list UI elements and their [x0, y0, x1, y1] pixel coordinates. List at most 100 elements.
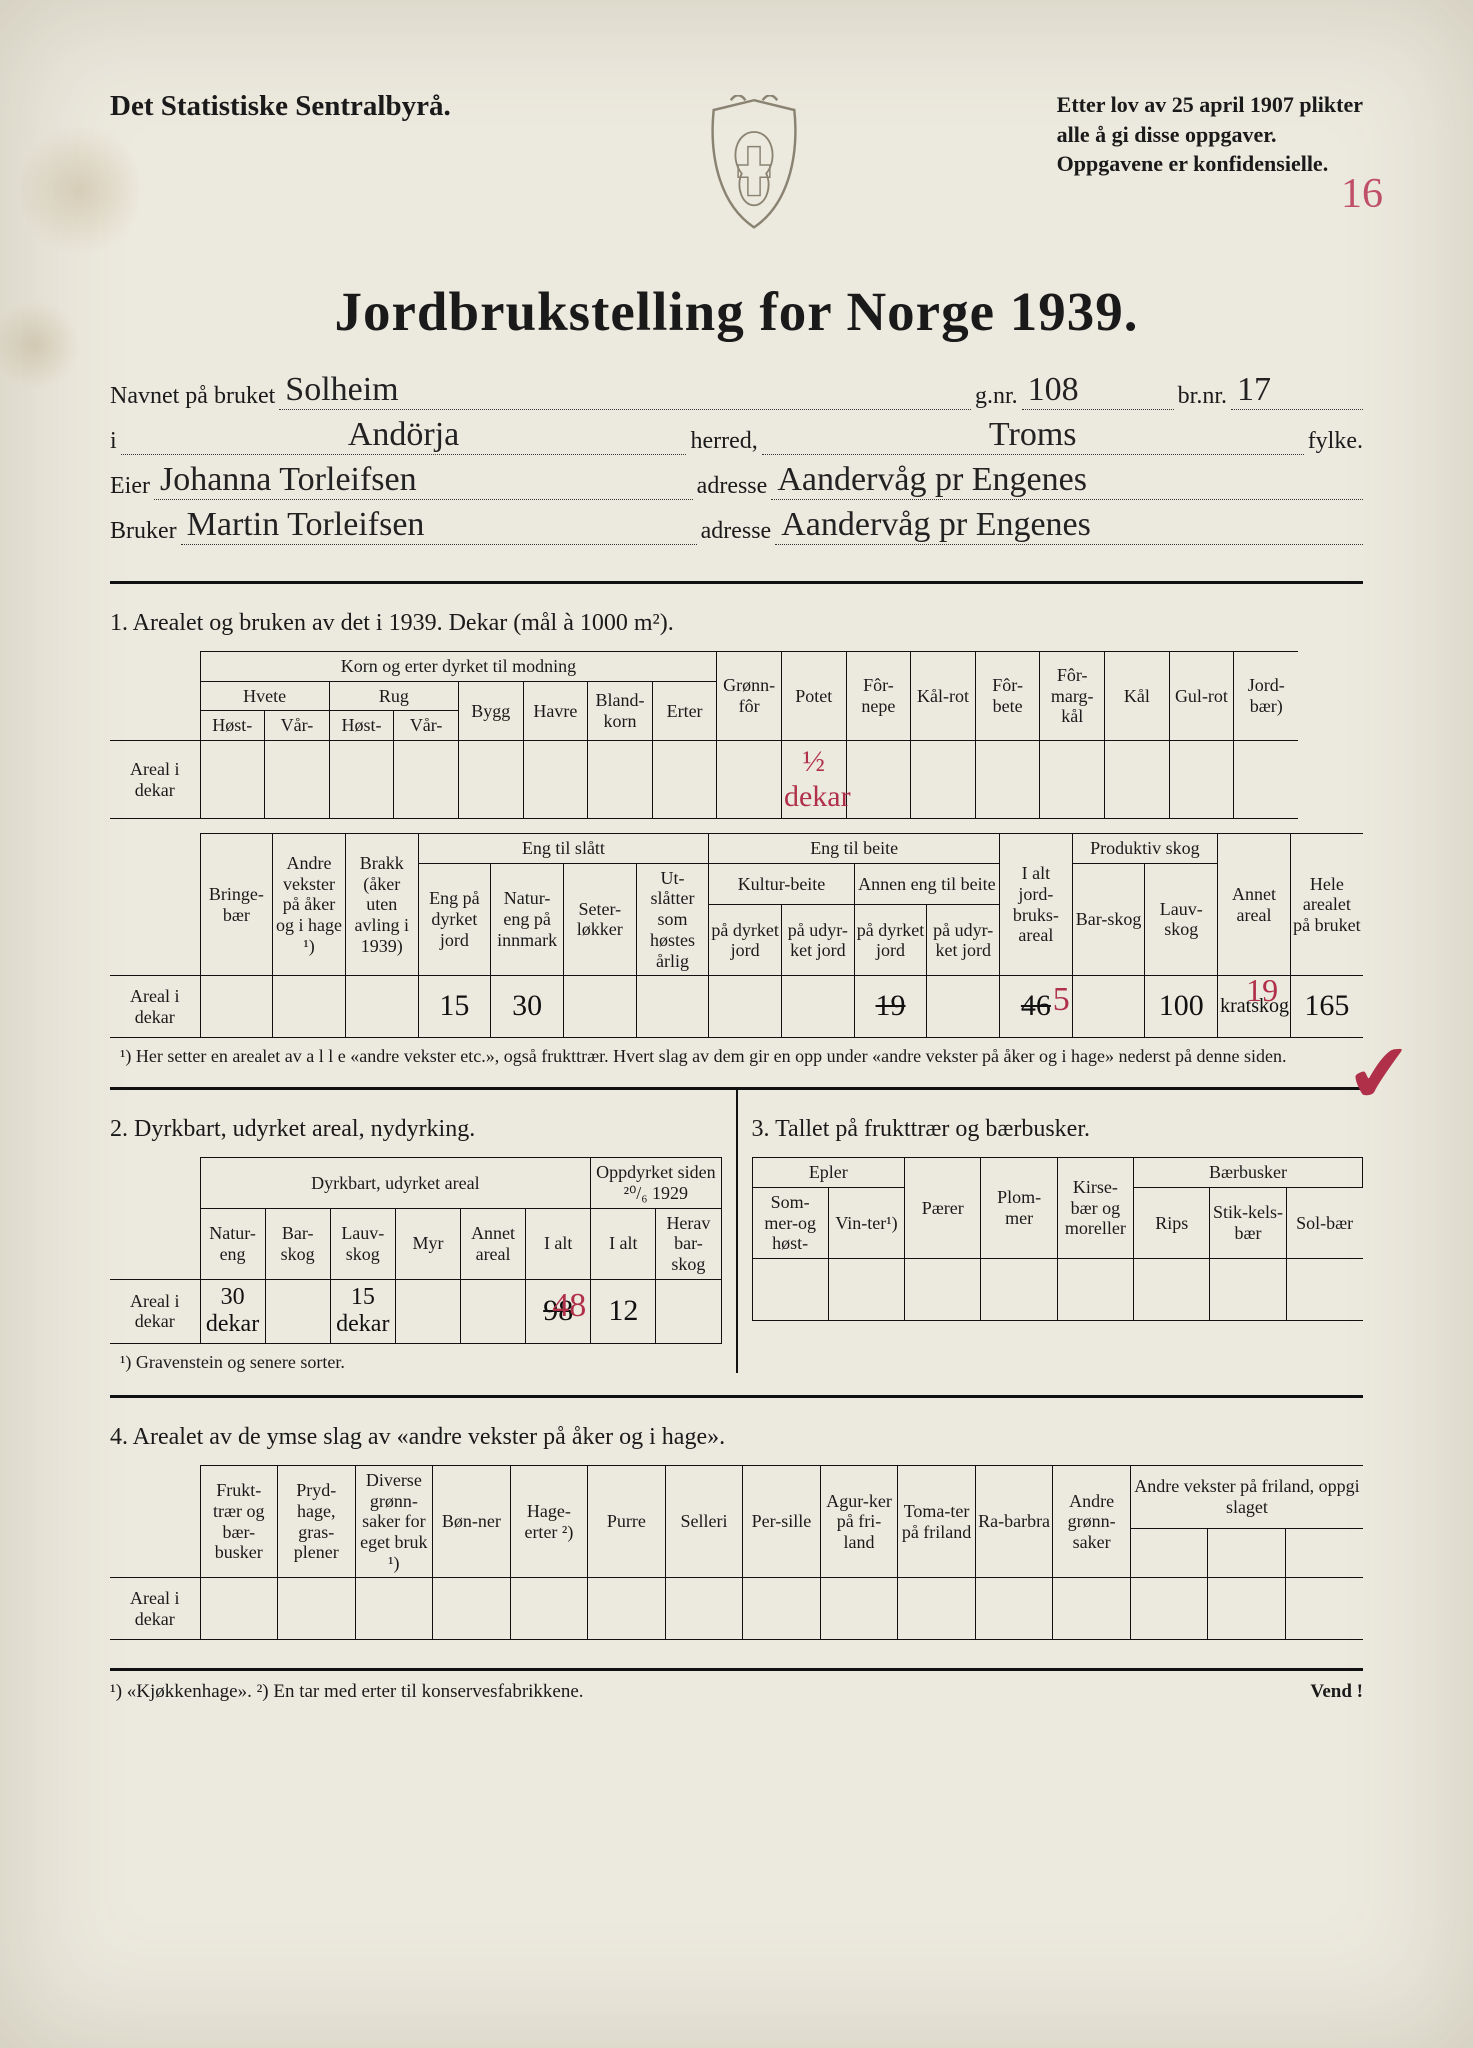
label-gnr: g.nr.	[975, 383, 1018, 410]
table-2: Dyrkbart, udyrket areal Oppdyrket siden …	[110, 1157, 722, 1344]
label-fylke: fylke.	[1308, 428, 1363, 455]
th: Grønn-fôr	[717, 652, 782, 741]
legal-notice: Etter lov av 25 april 1907 plikter alle …	[1057, 90, 1363, 179]
label-adresse: adresse	[697, 473, 768, 500]
document-title: Jordbrukstelling for Norge 1939.	[110, 280, 1363, 343]
th: Fôr-bete	[975, 652, 1040, 741]
table-1a-korn: Korn og erter dyrket til modning Grønn-f…	[110, 651, 1363, 819]
label-adresse: adresse	[701, 518, 772, 545]
value-brnr: 17	[1231, 373, 1363, 410]
th: Kål-rot	[911, 652, 976, 741]
th: Andre vekster på friland, oppgi slaget	[1130, 1465, 1363, 1528]
th: Epler	[752, 1158, 905, 1188]
th: Fôr-nepe	[846, 652, 911, 741]
law-line: Etter lov av 25 april 1907 plikter	[1057, 90, 1363, 120]
th: Herav bar-skog	[656, 1208, 721, 1279]
th: Hvete	[200, 681, 329, 711]
th: I alt jord-bruks-areal	[1000, 834, 1073, 976]
law-line: Oppgavene er konfidensielle.	[1057, 149, 1363, 179]
cell-ialt-new: 48	[552, 1286, 586, 1325]
th: Havre	[523, 681, 588, 740]
section-3-title: 3. Tallet på frukttrær og bærbusker.	[752, 1116, 1364, 1143]
value-navnet: Solheim	[279, 373, 971, 410]
section-1-footnote: ¹) Her setter en arealet av a l l e «and…	[120, 1046, 1363, 1067]
value-fylke: Troms	[762, 418, 1304, 455]
th: Frukt-trær og bær-busker	[200, 1465, 278, 1577]
th: Hage-erter ²)	[510, 1465, 588, 1577]
th: Høst-	[200, 711, 265, 741]
cell-ialt-old: 46	[1021, 989, 1051, 1022]
th: Kål	[1105, 652, 1170, 741]
law-line: alle å gi disse oppgaver.	[1057, 120, 1363, 150]
header: Det Statistiske Sentralbyrå. Etter lov a…	[110, 90, 1363, 240]
th: Annet areal	[461, 1208, 526, 1279]
th: Lauv-skog	[330, 1208, 395, 1279]
th: Lauv-skog	[1145, 863, 1218, 975]
th: Toma-ter på friland	[898, 1465, 976, 1577]
th: Rips	[1134, 1187, 1210, 1258]
th: Dyrkbart, udyrket areal	[200, 1158, 591, 1208]
th: Eng til slått	[418, 834, 709, 864]
table-4: Frukt-trær og bær-busker Pryd-hage, gras…	[110, 1465, 1363, 1640]
cell-hele: 165	[1304, 989, 1349, 1022]
section-2-footnote: ¹) Gravenstein og senere sorter.	[120, 1352, 722, 1373]
label-eier: Eier	[110, 473, 150, 500]
th: Stik-kels-bær	[1210, 1187, 1286, 1258]
turn-page-label: Vend !	[1310, 1681, 1363, 1703]
footer: ¹) «Kjøkkenhage». ²) En tar med erter ti…	[110, 1681, 1363, 1703]
paper-stain	[0, 300, 80, 390]
row-label: Areal i dekar	[110, 1578, 200, 1640]
cell-lauvskog: 15 dekar	[336, 1284, 389, 1338]
footer-notes: ¹) «Kjøkkenhage». ²) En tar med erter ti…	[110, 1681, 584, 1703]
th: Natur-eng	[200, 1208, 265, 1279]
th: på udyr-ket jord	[782, 905, 855, 976]
th: Gul-rot	[1169, 652, 1234, 741]
th: Eng på dyrket jord	[418, 863, 491, 975]
value-bruker: Martin Torleifsen	[181, 508, 697, 545]
cell-eng-dyrket: 15	[439, 989, 469, 1022]
th: Annen eng til beite	[854, 863, 999, 905]
table-3: Epler Pærer Plom-mer Kirse-bær og morell…	[752, 1157, 1364, 1321]
th: Andre vekster på åker og i hage ¹)	[273, 834, 346, 976]
sections-2-3: 2. Dyrkbart, udyrket areal, nydyrking. D…	[110, 1090, 1363, 1373]
th: Vår-	[265, 711, 330, 741]
th: Ra-barbra	[975, 1465, 1053, 1577]
th: Hele arealet på bruket	[1290, 834, 1363, 976]
th: Eng til beite	[709, 834, 1000, 864]
th: Ut-slåtter som høstes årlig	[636, 863, 709, 975]
th: Erter	[652, 681, 717, 740]
th: på dyrket jord	[854, 905, 927, 976]
th: Diverse grønn-saker for eget bruk ¹)	[355, 1465, 433, 1577]
cell-potet: ½ dekar	[784, 745, 851, 813]
th: Brakk (åker uten avling i 1939)	[345, 834, 418, 976]
th: Oppdyrket siden ²⁰/₆ 1929	[591, 1158, 721, 1208]
value-eier-adresse: Aandervåg pr Engenes	[771, 463, 1363, 500]
th: Agur-ker på fri-land	[820, 1465, 898, 1577]
document-page: 16 Det Statistiske Sentralbyrå. Etter lo…	[0, 0, 1473, 2048]
th: I alt	[591, 1208, 656, 1279]
th: Fôr-marg-kål	[1040, 652, 1105, 741]
value-bruker-adresse: Aandervåg pr Engenes	[775, 508, 1363, 545]
th: Produktiv skog	[1072, 834, 1217, 864]
handwritten-page-number: 16	[1341, 170, 1383, 218]
th: Bringe-bær	[200, 834, 273, 976]
value-sogn: Andörja	[121, 418, 687, 455]
th: Bøn-ner	[433, 1465, 511, 1577]
label-brnr: br.nr.	[1178, 383, 1227, 410]
cell-annet-red: 19	[1246, 972, 1278, 1009]
th: Som-mer-og høst-	[752, 1187, 828, 1258]
th: Per-sille	[743, 1465, 821, 1577]
th: Pryd-hage, gras-plener	[278, 1465, 356, 1577]
th: Seter-løkker	[563, 863, 636, 975]
th: Bygg	[458, 681, 523, 740]
section-1-title: 1. Arealet og bruken av det i 1939. Deka…	[110, 610, 1363, 637]
th: Vin-ter¹)	[828, 1187, 904, 1258]
cell-annen-dyrket-strike: 19	[876, 989, 906, 1022]
cell-lauvskog: 100	[1159, 989, 1204, 1022]
red-checkmark-icon: ✔	[1342, 1024, 1417, 1122]
th: Natur-eng på innmark	[491, 863, 564, 975]
coat-of-arms-icon	[694, 90, 814, 240]
th: Potet	[781, 652, 846, 741]
cell-natureng: 30	[512, 989, 542, 1022]
paper-stain	[20, 120, 140, 260]
